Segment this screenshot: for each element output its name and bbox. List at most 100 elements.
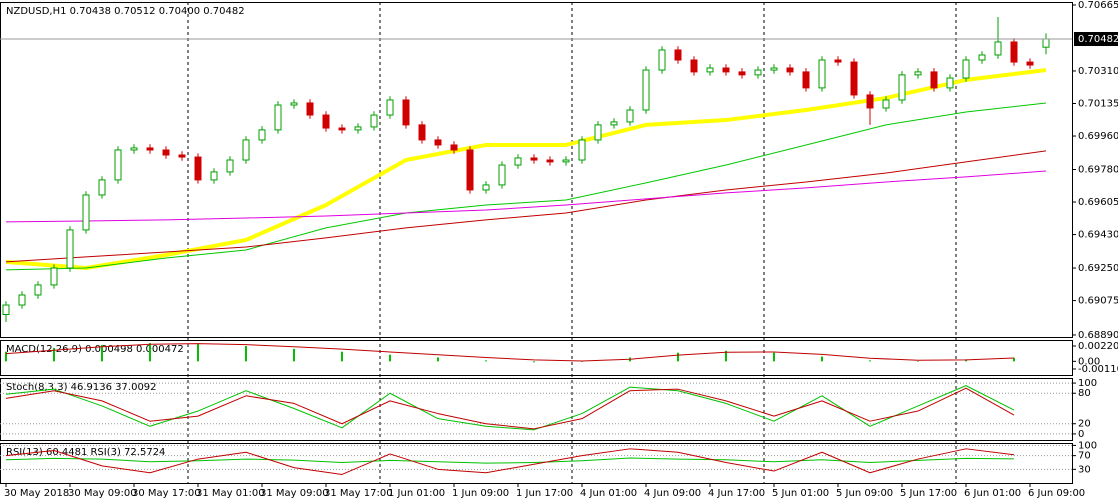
candle-body: [578, 139, 586, 161]
candle-body: [226, 159, 234, 173]
histogram-bar: [821, 356, 823, 362]
pane-frame: [0, 378, 1073, 441]
y-tick-label: 100: [1078, 378, 1097, 389]
candle-body: [146, 147, 154, 151]
x-tick-label: 1 Jun 01:00: [388, 488, 445, 499]
candle-body: [690, 59, 698, 73]
candle-body: [322, 114, 330, 129]
candle-body: [994, 41, 1002, 56]
y-tick-label: 80: [1078, 388, 1091, 399]
candle-body: [210, 171, 218, 181]
x-tick-label: 1 Jun 17:00: [516, 488, 573, 499]
candle-body: [754, 69, 762, 76]
last-price-label: 0.70482: [1078, 34, 1118, 45]
indicator-line: [5, 102, 1047, 271]
candle-body: [930, 71, 938, 89]
candle-body: [818, 59, 826, 89]
y-tick-label: 0.70135: [1078, 99, 1118, 110]
candle-body: [482, 184, 490, 191]
indicator-line: [5, 343, 1015, 362]
candle-body: [962, 59, 970, 79]
candle-body: [834, 59, 842, 63]
histogram-bar: [677, 352, 679, 362]
candle-body: [130, 147, 138, 151]
candle-body: [290, 102, 298, 106]
candle-body: [546, 159, 554, 163]
candle-body: [2, 304, 10, 316]
y-tick-label: 0.69075: [1078, 296, 1118, 307]
candle-body: [1010, 41, 1018, 63]
candle-body: [722, 67, 730, 73]
histogram-bar: [917, 361, 919, 362]
candle-body: [658, 49, 666, 71]
candle-body: [802, 71, 810, 89]
histogram-bar: [245, 346, 247, 362]
candle-body: [1042, 38, 1050, 48]
y-tick-label: 0.00: [1078, 356, 1100, 367]
x-tick-label: 4 Jun 01:00: [580, 488, 637, 499]
candle-body: [610, 121, 618, 126]
y-tick-label: -0.001103: [1078, 364, 1118, 375]
candle-body: [66, 229, 74, 269]
candle-body: [738, 71, 746, 76]
candle-body: [418, 124, 426, 141]
x-tick-label: 31 May 09:00: [260, 488, 329, 499]
candle-body: [914, 71, 922, 76]
y-tick-label: 30: [1078, 464, 1091, 475]
candle-body: [306, 102, 314, 116]
candle-body: [162, 149, 170, 156]
candle-body: [882, 99, 890, 109]
y-tick-label: 0.69250: [1078, 263, 1118, 274]
candle-body: [450, 144, 458, 151]
histogram-bar: [341, 351, 343, 362]
candle-body: [898, 74, 906, 101]
y-tick-label: 0.70665: [1078, 0, 1118, 11]
indicator-line: [5, 448, 1015, 475]
x-tick-label: 30 May 2018: [4, 488, 69, 499]
y-tick-label: 0: [1078, 429, 1084, 440]
x-tick-label: 31 May 17:00: [324, 488, 393, 499]
histogram-bar: [485, 360, 487, 362]
histogram-bar: [5, 351, 7, 362]
histogram-bar: [197, 344, 199, 362]
pane-title: NZDUSD,H1 0.70438 0.70512 0.70400 0.7048…: [6, 6, 245, 17]
candle-body: [18, 294, 26, 306]
candle-body: [786, 67, 794, 73]
candle-body: [370, 114, 378, 128]
y-tick-label: 70: [1078, 451, 1091, 462]
histogram-bar: [581, 361, 583, 362]
candle-body: [706, 67, 714, 73]
candle-body: [674, 49, 682, 61]
candle-body: [514, 157, 522, 166]
candle-body: [1026, 61, 1034, 66]
histogram-bar: [293, 348, 295, 362]
candle-body: [178, 154, 186, 158]
indicator-line: [5, 170, 1047, 223]
indicator-line: [5, 457, 1015, 464]
last-price-box: [1074, 31, 1118, 46]
histogram-bar: [869, 360, 871, 362]
histogram-bar: [773, 352, 775, 362]
candle-body: [626, 109, 634, 123]
candle-body: [434, 139, 442, 146]
x-tick-label: 5 Jun 17:00: [900, 488, 957, 499]
candle-body: [258, 129, 266, 141]
candle-body: [866, 94, 874, 109]
pane-frame: [0, 340, 1073, 376]
x-tick-label: 5 Jun 09:00: [836, 488, 893, 499]
y-tick-label: 0.69605: [1078, 197, 1118, 208]
candle-body: [498, 164, 506, 186]
pane-title: MACD(12,26,9) 0.000498 0.000472: [6, 344, 184, 355]
y-tick-label: 100: [1078, 440, 1097, 451]
candle-body: [338, 127, 346, 131]
pane-title: RSI(13) 60.4481 RSI(3) 72.5724: [6, 447, 165, 458]
candle-body: [978, 54, 986, 61]
candle-body: [530, 157, 538, 161]
y-tick-label: 20: [1078, 419, 1091, 430]
x-tick-label: 30 May 17:00: [132, 488, 201, 499]
x-tick-label: 30 May 09:00: [68, 488, 137, 499]
histogram-bar: [533, 361, 535, 363]
histogram-bar: [101, 345, 103, 362]
x-tick-label: 4 Jun 09:00: [644, 488, 701, 499]
